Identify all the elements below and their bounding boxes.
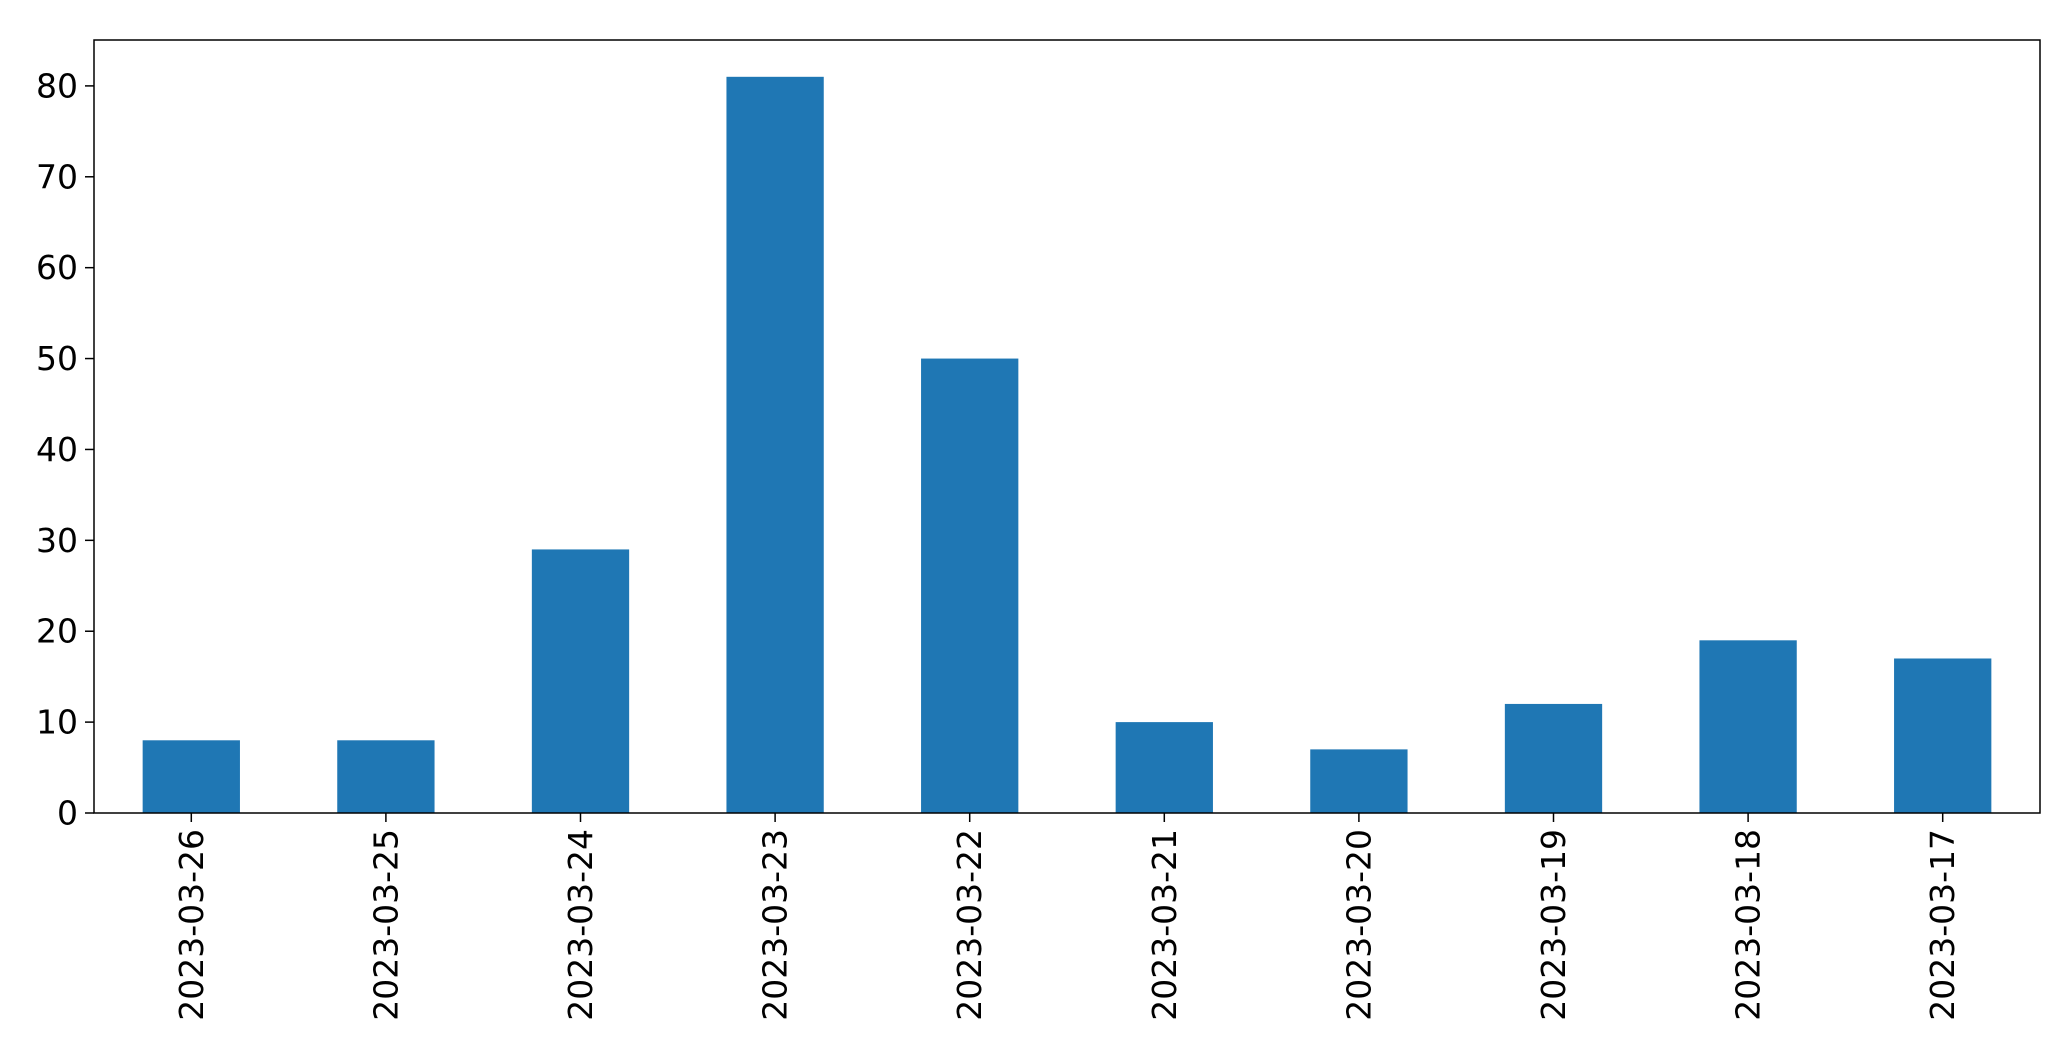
x-tick-label: 2023-03-17 <box>1923 829 1962 1021</box>
bar-2023-03-22 <box>921 358 1019 813</box>
bar-2023-03-18 <box>1699 640 1797 813</box>
bar-2023-03-21 <box>1115 722 1213 813</box>
bar-2023-03-25 <box>337 740 435 813</box>
y-tick-label: 30 <box>36 521 78 560</box>
y-tick-label: 60 <box>36 248 78 287</box>
x-tick-label: 2023-03-18 <box>1729 829 1768 1021</box>
bars-group <box>142 76 1992 813</box>
x-tick-label: 2023-03-23 <box>756 829 795 1021</box>
bar-2023-03-24 <box>531 549 630 813</box>
plot-frame <box>93 39 2041 814</box>
x-tick-label: 2023-03-25 <box>366 829 405 1021</box>
x-axis: 2023-03-26 2023-03-25 2023-03-24 2023-03-23… <box>172 813 1962 1021</box>
x-tick-label: 2023-03-21 <box>1145 829 1184 1021</box>
y-tick-label: 0 <box>57 794 78 833</box>
y-tick-label: 80 <box>36 66 78 105</box>
x-tick-label: 2023-03-24 <box>561 829 600 1021</box>
y-tick-label: 40 <box>36 430 78 469</box>
x-tick-label: 2023-03-22 <box>950 829 989 1021</box>
bar-2023-03-19 <box>1504 703 1603 813</box>
y-tick-label: 50 <box>36 339 78 378</box>
y-tick-label: 20 <box>36 612 78 651</box>
bar-2023-03-23 <box>726 76 824 813</box>
x-tick-label: 2023-03-26 <box>172 829 211 1021</box>
y-tick-label: 70 <box>36 157 78 196</box>
x-tick-label: 2023-03-19 <box>1534 829 1573 1021</box>
bar-2023-03-26 <box>142 740 240 813</box>
bar-2023-03-17 <box>1894 658 1992 813</box>
bar-2023-03-20 <box>1310 749 1408 813</box>
x-tick-label: 2023-03-20 <box>1339 829 1378 1021</box>
y-tick-label: 10 <box>36 703 78 742</box>
y-axis: 0 10 20 30 40 50 60 70 80 <box>36 66 94 833</box>
